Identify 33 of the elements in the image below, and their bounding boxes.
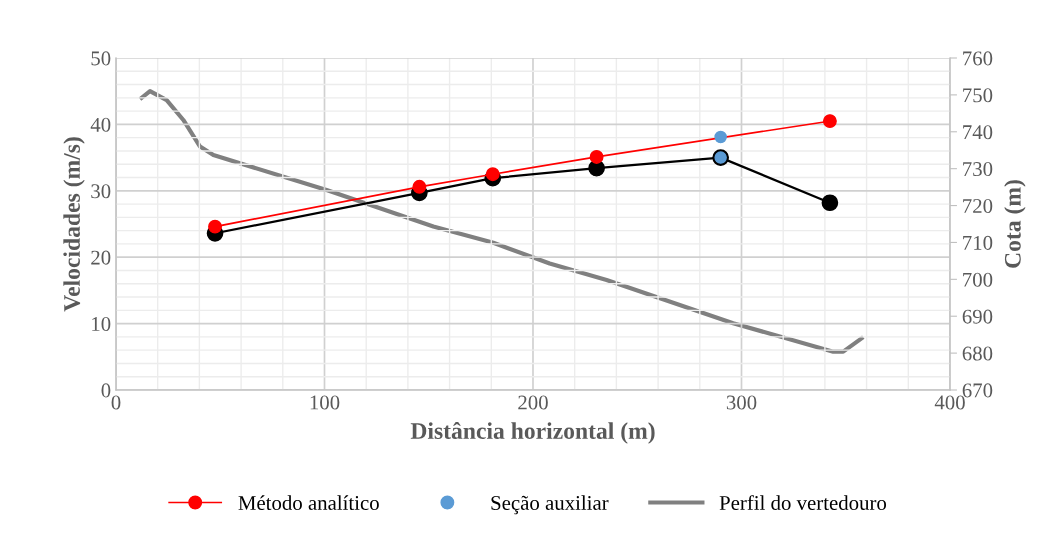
x-tick-label: 100 [310,395,340,410]
legend-label: Perfil do vertedouro [719,495,887,511]
y-tick-label: 20 [91,250,111,265]
point [485,167,500,182]
y2-tick-label: 690 [962,309,993,324]
y-tick-label: 10 [92,316,111,332]
y2-tick-label: 740 [963,125,993,140]
point [208,219,222,234]
point [821,194,839,212]
point [822,114,837,129]
y-tick-label: 30 [91,184,111,199]
point [412,179,427,194]
x-tick-label: 200 [518,395,548,410]
x-tick-label: 300 [726,395,757,410]
y-tick-label: 0 [101,383,111,398]
line-series [139,89,864,354]
legend-label: Seção auxiliar [491,495,609,515]
y2-tick-label: 730 [963,162,993,177]
point [714,130,727,144]
y-axis-title: Velocidades (m/s) [63,137,85,312]
y2-tick-label: 710 [963,235,993,250]
x-axis-title: Distância horizontal (m) [410,422,655,444]
x-tick-label: 0 [111,395,121,410]
y2-tick-label: 750 [963,88,993,103]
y2-axis-title: Cota (m) [1004,180,1026,268]
point [589,149,604,164]
y-tick-label: 40 [90,117,111,132]
y2-tick-label: 760 [963,51,993,66]
y2-tick-label: 680 [962,346,993,361]
y2-tick-label: 720 [963,198,993,213]
y2-tick-label: 700 [963,272,993,287]
y-tick-label: 50 [91,51,111,66]
legend-label: Método analítico [238,495,379,511]
